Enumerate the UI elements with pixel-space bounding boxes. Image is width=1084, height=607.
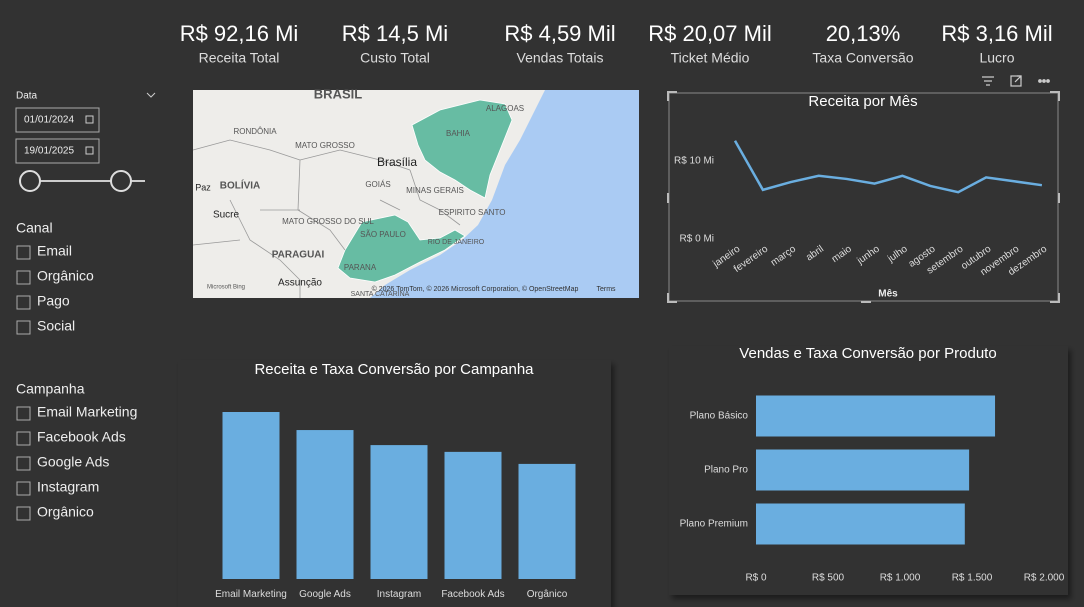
kpi-value: 20,13%	[826, 21, 901, 46]
chart-title: Receita por Mês	[808, 93, 917, 110]
x-tick-label: Orgânico	[526, 589, 568, 600]
visual-header-icons[interactable]	[982, 75, 1050, 87]
x-tick-label: R$ 2.000	[1024, 573, 1065, 584]
x-axis-title: Mês	[878, 289, 898, 300]
kpi-label: Vendas Totais	[517, 50, 604, 66]
bar	[756, 503, 965, 545]
slicer-title: Canal	[16, 220, 53, 236]
x-tick-label: R$ 500	[812, 573, 845, 584]
date-start: 01/01/2024	[24, 115, 74, 126]
map-label: ALAGOAS	[486, 104, 524, 113]
map-label: Sucre	[213, 210, 240, 221]
kpi-value: R$ 3,16 Mil	[941, 21, 1052, 46]
map-label: PARANA	[344, 263, 377, 272]
map-label: BRASIL	[314, 86, 362, 101]
checkbox[interactable]	[16, 295, 31, 310]
checkbox-label: Email Marketing	[37, 404, 137, 420]
map-label: ESPIRITO SANTO	[439, 208, 506, 217]
map-label: RIO DE JANEIRO	[428, 239, 485, 246]
map-logo: Microsoft Bing	[207, 285, 245, 291]
map-label: SANTA CATARINA	[351, 291, 410, 298]
checkbox-label: Email	[37, 243, 72, 259]
kpi-label: Ticket Médio	[671, 50, 750, 66]
checkbox[interactable]	[16, 481, 31, 496]
kpi-label: Custo Total	[360, 50, 430, 66]
checkbox[interactable]	[16, 406, 31, 421]
date-input[interactable]	[15, 138, 100, 164]
resize-handles	[667, 91, 1060, 303]
slicer-title: Campanha	[16, 381, 85, 397]
kpi-value: R$ 14,5 Mi	[342, 21, 448, 46]
bar	[756, 449, 970, 491]
panel	[668, 92, 1059, 302]
checkbox-label: Orgânico	[37, 268, 94, 284]
map-terms: Terms	[596, 286, 616, 293]
map-label: PARAGUAI	[272, 250, 325, 261]
map-label: GOIÁS	[365, 180, 390, 189]
map-label: SÃO PAULO	[360, 230, 406, 239]
bar	[756, 395, 996, 437]
y-tick-label: Plano Básico	[690, 411, 749, 422]
checkbox-label: Orgânico	[37, 504, 94, 520]
checkbox-label: Pago	[37, 293, 70, 309]
chart-title: Receita e Taxa Conversão por Campanha	[254, 361, 534, 378]
checkbox[interactable]	[16, 245, 31, 260]
date-end: 19/01/2025	[24, 146, 74, 157]
map-label: MINAS GERAIS	[406, 186, 464, 195]
x-tick-label: Instagram	[376, 589, 422, 600]
x-tick-label: Email Marketing	[215, 589, 287, 600]
checkbox[interactable]	[16, 506, 31, 521]
map-label: RONDÔNIA	[233, 127, 277, 136]
checkbox-label: Facebook Ads	[37, 429, 126, 445]
map-label: BOLÍVIA	[220, 179, 261, 192]
bar	[370, 445, 428, 579]
checkbox-label: Instagram	[37, 479, 99, 495]
x-tick-label: Facebook Ads	[441, 589, 505, 600]
bar	[222, 412, 280, 579]
map-label: Assunção	[278, 278, 322, 289]
bar	[296, 430, 354, 579]
checkbox-label: Social	[37, 318, 75, 334]
y-tick-label: Plano Pro	[704, 465, 748, 476]
map-attribution: © 2026 TomTom, © 2026 Microsoft Corporat…	[372, 285, 579, 293]
bar	[518, 463, 576, 579]
y-tick-label: R$ 10 Mi	[674, 156, 714, 167]
map-label: MATO GROSSO	[295, 141, 355, 150]
slider-handle[interactable]	[19, 170, 41, 192]
map-label: Paz	[195, 182, 211, 192]
checkbox[interactable]	[16, 270, 31, 285]
slicer-title: Data	[16, 91, 38, 102]
map-label: Brasília	[377, 155, 417, 169]
kpi-value: R$ 20,07 Mil	[648, 21, 772, 46]
slider-handle[interactable]	[110, 170, 132, 192]
checkbox[interactable]	[16, 456, 31, 471]
chart-title: Vendas e Taxa Conversão por Produto	[739, 345, 996, 362]
checkbox[interactable]	[16, 320, 31, 335]
x-tick-label: Google Ads	[299, 589, 351, 600]
bar	[444, 451, 502, 579]
date-slicer: Data 01/01/2024 19/01/2025	[15, 91, 156, 192]
checkbox[interactable]	[16, 431, 31, 446]
map-label: MATO GROSSO DO SUL	[282, 217, 374, 226]
kpi-label: Lucro	[979, 50, 1014, 66]
x-tick-label: R$ 1.000	[880, 573, 921, 584]
kpi-label: Receita Total	[199, 50, 280, 66]
map-label: BAHIA	[446, 129, 471, 138]
x-tick-label: R$ 0	[745, 573, 767, 584]
date-input[interactable]	[15, 107, 100, 133]
kpi-value: R$ 4,59 Mil	[504, 21, 615, 46]
y-tick-label: Plano Premium	[680, 519, 748, 530]
kpi-label: Taxa Conversão	[812, 50, 913, 66]
checkbox-label: Google Ads	[37, 454, 109, 470]
y-tick-label: R$ 0 Mi	[680, 234, 714, 245]
kpi-value: R$ 92,16 Mi	[180, 21, 299, 46]
x-tick-label: R$ 1.500	[952, 573, 993, 584]
line	[733, 140, 1043, 194]
map[interactable]	[192, 90, 639, 298]
